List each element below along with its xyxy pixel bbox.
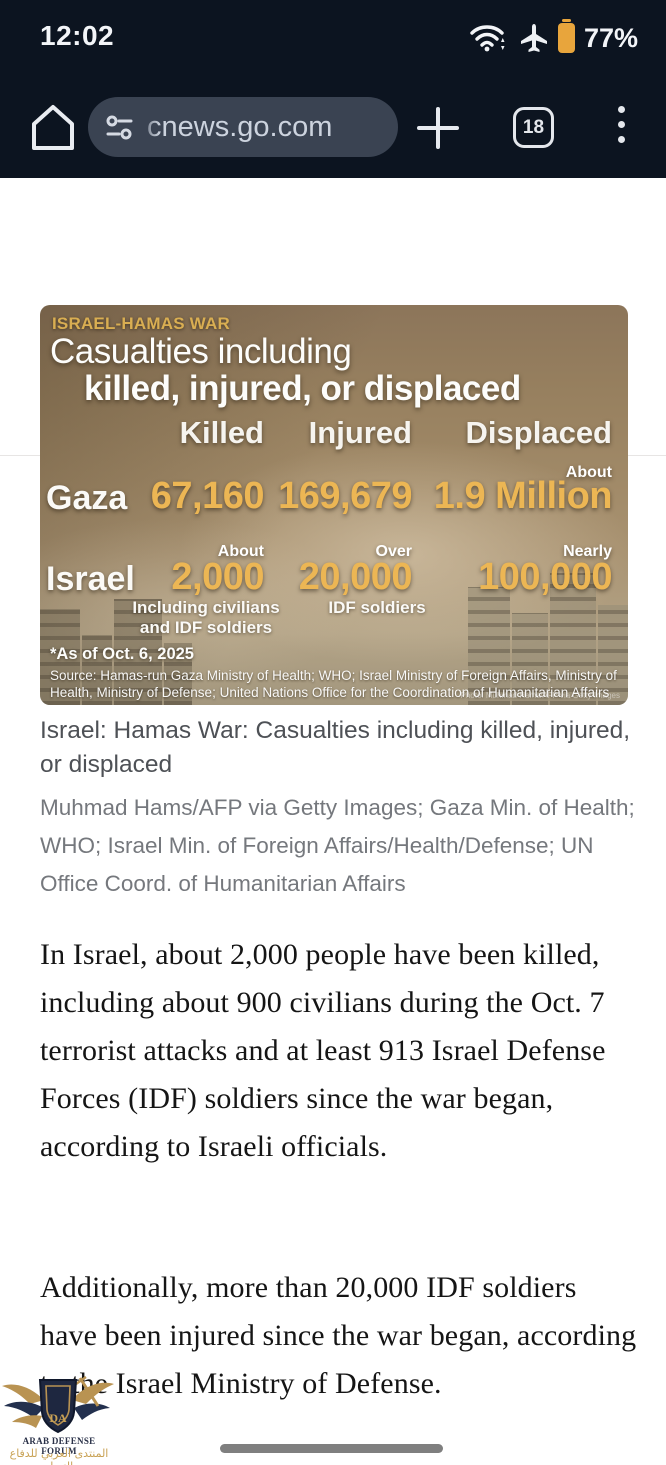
israel-killed-qualifier: About [217,543,264,560]
building-silhouette [82,635,112,705]
israel-injured-note: IDF soldiers [328,598,426,617]
column-header-killed: Killed [179,415,264,450]
israel-displaced-value: 100,000 [478,556,612,598]
wifi-icon [470,22,510,54]
watermark-shield-icon: DA [2,1376,114,1434]
battery-percent: 77% [583,22,638,53]
casualties-infographic-image[interactable]: ISRAEL-HAMAS WAR Casualties including ki… [40,305,628,705]
israel-killed-value: 2,000 [171,556,264,598]
column-header-displaced: Displaced [465,415,612,450]
building-silhouette [114,599,162,705]
infographic-source: Source: Hamas-run Gaza Ministry of Healt… [50,668,617,700]
status-time: 12:02 [40,20,115,51]
infographic-footnote: *As of Oct. 6, 2025 [50,645,194,663]
building-silhouette [550,573,596,705]
site-settings-icon[interactable] [106,114,133,141]
watermark-arabic-subtitle: المنتدى العربي للدفاع والتسليح [9,1447,109,1465]
gaza-injured-value: 169,679 [278,475,412,517]
new-tab-button[interactable] [415,105,461,151]
infographic-title-line1: Casualties including [50,332,352,371]
browser-chrome: 12:02 77% [0,0,666,178]
row-label-gaza: Gaza [46,479,128,517]
article-paragraph: Additionally, more than 20,000 IDF soldi… [40,1271,637,1400]
svg-text:DA: DA [49,1411,67,1425]
infographic-photo-credit: Photo: Muhmad Hams/AFP via Getty Images [460,691,620,700]
israel-killed-note: Including civilians and IDF soldiers [132,598,280,637]
watermark-title: ARAB DEFENSE FORUM [22,1436,96,1456]
tab-count: 18 [522,116,545,138]
column-header-injured: Injured [308,415,412,450]
building-silhouette [164,643,192,705]
gaza-displaced-value: 1.9 Million [433,475,613,517]
url-text[interactable]: cnews.go.com [147,110,333,143]
url-fade [134,97,160,157]
building-silhouette [468,587,510,705]
gaza-killed-value: 67,160 [150,475,265,517]
israel-injured-value: 20,000 [298,556,413,598]
building-silhouette [40,609,80,705]
image-credit: Muhmad Hams/AFP via Getty Images; Gaza M… [40,795,635,896]
building-silhouette [512,613,548,705]
airplane-mode-icon [519,23,549,53]
building-silhouette [598,605,628,705]
browser-home-button[interactable] [28,102,78,154]
battery-icon [557,19,575,53]
gaza-displaced-qualifier: About [565,464,612,481]
status-icons: 77% [470,19,638,54]
row-label-israel: Israel [46,560,135,598]
tab-switcher-button[interactable]: 18 [513,107,554,148]
image-caption: Israel: Hamas War: Casualties including … [40,717,631,778]
israel-displaced-qualifier: Nearly [563,543,612,560]
infographic-kicker: ISRAEL-HAMAS WAR [52,314,230,333]
browser-menu-button[interactable] [616,106,626,150]
home-indicator-bar[interactable] [220,1444,443,1453]
israel-injured-qualifier: Over [375,543,412,560]
arab-defense-forum-watermark: DA ARAB DEFENSE FORUM المنتدى العربي للد… [0,1372,130,1465]
site-header: abc NEWS [0,178,666,456]
article-paragraph: In Israel, about 2,000 people have been … [40,938,606,1163]
infographic-title-line2: killed, injured, or displaced [84,369,521,408]
url-bar[interactable]: cnews.go.com [88,97,398,157]
